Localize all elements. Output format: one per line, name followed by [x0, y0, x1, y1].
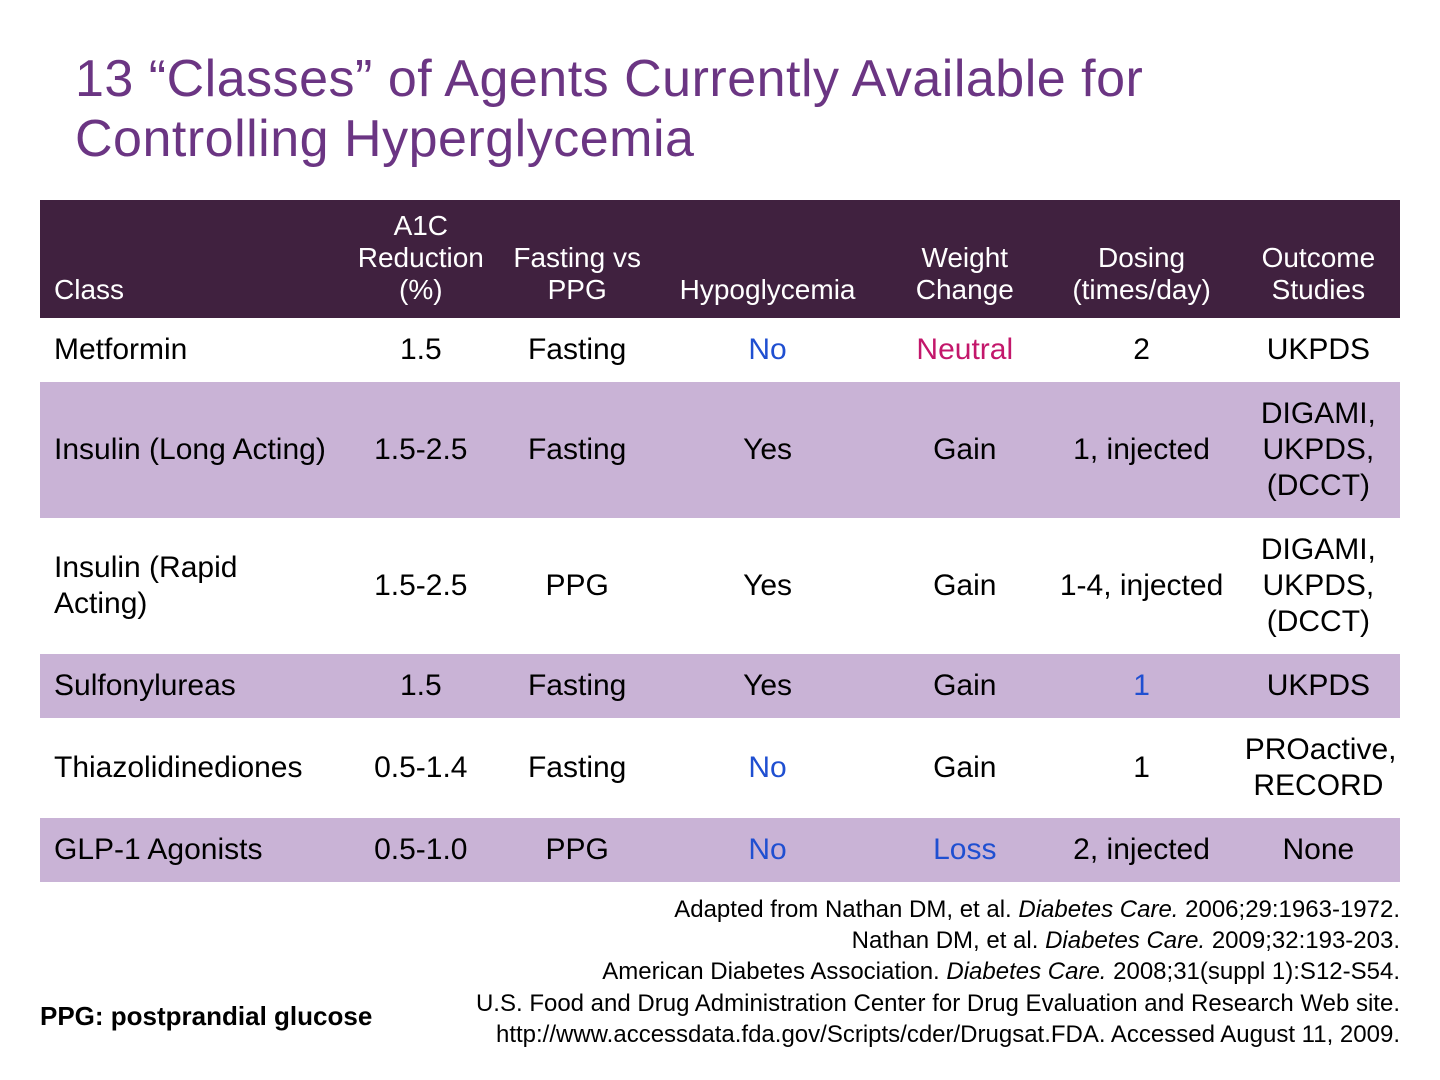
table-cell: No — [652, 818, 883, 882]
page-title: 13 “Classes” of Agents Currently Availab… — [75, 50, 1400, 170]
table-cell: Sulfonylureas — [40, 654, 339, 718]
table-body: Metformin1.5FastingNoNeutral2UKPDSInsuli… — [40, 318, 1400, 882]
table-row: Sulfonylureas1.5FastingYesGain1UKPDS — [40, 654, 1400, 718]
table-cell: Yes — [652, 518, 883, 654]
table-cell: Yes — [652, 382, 883, 518]
table-cell: No — [652, 318, 883, 382]
table-cell: Gain — [883, 382, 1046, 518]
table-cell: 1.5 — [339, 318, 502, 382]
table-cell: 1, injected — [1046, 382, 1236, 518]
table-cell: DIGAMI, UKPDS, (DCCT) — [1237, 382, 1400, 518]
references: Adapted from Nathan DM, et al. Diabetes … — [476, 894, 1400, 1050]
table-cell: 1.5-2.5 — [339, 382, 502, 518]
table-cell: Insulin (Rapid Acting) — [40, 518, 339, 654]
reference-line: American Diabetes Association. Diabetes … — [476, 956, 1400, 987]
table-cell: 0.5-1.4 — [339, 718, 502, 818]
footnote: PPG: postprandial glucose — [40, 1001, 372, 1032]
table-cell: PPG — [502, 518, 652, 654]
table-cell: Fasting — [502, 318, 652, 382]
table-cell: UKPDS — [1237, 318, 1400, 382]
table-cell: 1.5-2.5 — [339, 518, 502, 654]
table-cell: Fasting — [502, 654, 652, 718]
table-header-cell: Outcome Studies — [1237, 200, 1400, 318]
table-cell: UKPDS — [1237, 654, 1400, 718]
table-cell: Fasting — [502, 382, 652, 518]
table-header-cell: Dosing (times/day) — [1046, 200, 1236, 318]
table-cell: Yes — [652, 654, 883, 718]
table-row: Insulin (Rapid Acting)1.5-2.5PPGYesGain1… — [40, 518, 1400, 654]
table-cell: No — [652, 718, 883, 818]
table-cell: 1.5 — [339, 654, 502, 718]
table-cell: 0.5-1.0 — [339, 818, 502, 882]
table-cell: Loss — [883, 818, 1046, 882]
table-cell: GLP-1 Agonists — [40, 818, 339, 882]
table-cell: 1 — [1046, 654, 1236, 718]
table-cell: Metformin — [40, 318, 339, 382]
table-cell: 2, injected — [1046, 818, 1236, 882]
table-cell: Insulin (Long Acting) — [40, 382, 339, 518]
table-header-row: ClassA1C Reduction (%)Fasting vs PPGHypo… — [40, 200, 1400, 318]
table-row: Insulin (Long Acting)1.5-2.5FastingYesGa… — [40, 382, 1400, 518]
table-cell: Fasting — [502, 718, 652, 818]
agents-table: ClassA1C Reduction (%)Fasting vs PPGHypo… — [40, 200, 1400, 882]
reference-line: Nathan DM, et al. Diabetes Care. 2009;32… — [476, 925, 1400, 956]
table-row: GLP-1 Agonists0.5-1.0PPGNoLoss2, injecte… — [40, 818, 1400, 882]
table-cell: PROactive, RECORD — [1237, 718, 1400, 818]
table-row: Thiazolidinediones0.5-1.4FastingNoGain1P… — [40, 718, 1400, 818]
table-row: Metformin1.5FastingNoNeutral2UKPDS — [40, 318, 1400, 382]
table-header-cell: Class — [40, 200, 339, 318]
reference-line: Adapted from Nathan DM, et al. Diabetes … — [476, 894, 1400, 925]
table-cell: Thiazolidinediones — [40, 718, 339, 818]
table-cell: 1 — [1046, 718, 1236, 818]
table-header-cell: Weight Change — [883, 200, 1046, 318]
table-cell: Gain — [883, 718, 1046, 818]
reference-line: U.S. Food and Drug Administration Center… — [476, 988, 1400, 1019]
table-cell: Neutral — [883, 318, 1046, 382]
table-cell: Gain — [883, 518, 1046, 654]
table-cell: Gain — [883, 654, 1046, 718]
table-cell: DIGAMI, UKPDS, (DCCT) — [1237, 518, 1400, 654]
table-header-cell: A1C Reduction (%) — [339, 200, 502, 318]
reference-line: http://www.accessdata.fda.gov/Scripts/cd… — [476, 1019, 1400, 1050]
table-cell: 2 — [1046, 318, 1236, 382]
slide: 13 “Classes” of Agents Currently Availab… — [0, 0, 1440, 1080]
table-cell: 1-4, injected — [1046, 518, 1236, 654]
table-header-cell: Fasting vs PPG — [502, 200, 652, 318]
table-cell: None — [1237, 818, 1400, 882]
table-header-cell: Hypoglycemia — [652, 200, 883, 318]
table-cell: PPG — [502, 818, 652, 882]
